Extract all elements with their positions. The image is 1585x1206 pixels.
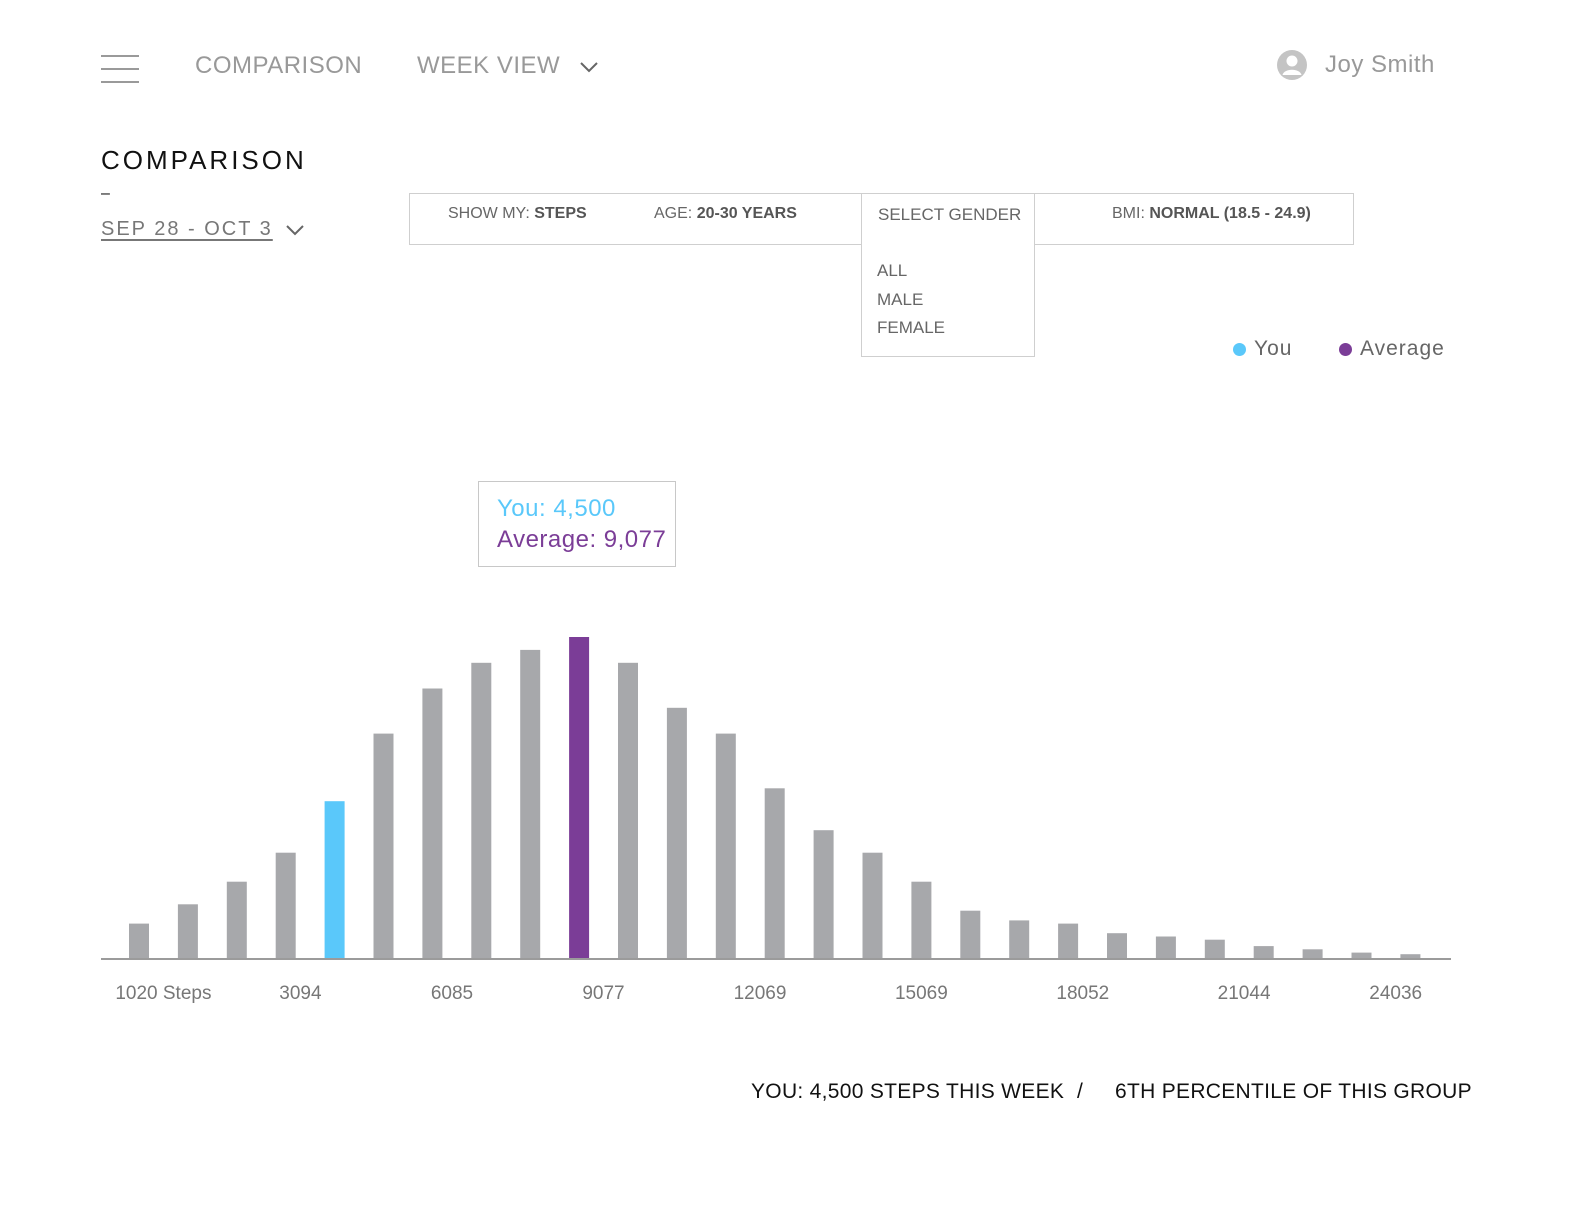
chart-bar[interactable] xyxy=(1253,946,1274,959)
x-axis-tick-label: 24036 xyxy=(1369,983,1423,1004)
gender-option-female[interactable]: FEMALE xyxy=(877,318,946,337)
legend-average-dot xyxy=(1339,342,1352,356)
show-my-label: SHOW MY: xyxy=(448,205,530,222)
x-axis-tick-label: 15069 xyxy=(894,983,948,1004)
chart-bar-you[interactable] xyxy=(324,801,345,959)
legend-average-label: Average xyxy=(1360,337,1445,360)
age-label: AGE: xyxy=(654,205,693,222)
date-range-label: SEP 28 - OCT 3 xyxy=(101,218,273,240)
chart-bar[interactable] xyxy=(618,662,638,959)
show-my-value: STEPS xyxy=(534,205,587,222)
week-view-dropdown[interactable]: WEEK VIEW xyxy=(417,52,599,80)
chart-bar[interactable] xyxy=(666,707,687,959)
legend-average: Average xyxy=(1339,337,1445,361)
gender-option-male[interactable]: MALE xyxy=(877,290,924,309)
chart-bar[interactable] xyxy=(226,881,247,959)
chart-bar[interactable] xyxy=(1351,952,1372,959)
user-menu[interactable]: Joy Smith xyxy=(1277,50,1435,80)
gender-option-all[interactable]: ALL xyxy=(877,261,908,280)
chart-bar[interactable] xyxy=(960,910,981,959)
chart-bar[interactable] xyxy=(1155,936,1176,960)
gender-dropdown-menu xyxy=(861,194,1035,357)
summary-steps: YOU: 4,500 STEPS THIS WEEK xyxy=(751,1080,1065,1103)
tooltip-average: Average: 9,077 xyxy=(497,526,667,553)
chart-tooltip xyxy=(478,481,676,567)
bmi-label: BMI: xyxy=(1112,205,1145,222)
chart-bar[interactable] xyxy=(1302,949,1323,959)
chart-bar[interactable] xyxy=(862,852,883,959)
gender-filter-cell xyxy=(861,193,1035,245)
legend-you-dot xyxy=(1233,342,1246,356)
chart-bar[interactable] xyxy=(129,923,149,959)
x-axis-tick-label: 1020 Steps xyxy=(115,983,212,1004)
x-axis-tick-label: 6085 xyxy=(430,983,474,1004)
chevron-down-icon xyxy=(286,224,304,235)
bmi-filter[interactable]: BMI: NORMAL (18.5 - 24.9) xyxy=(1112,205,1311,223)
chart-bar[interactable] xyxy=(764,788,785,959)
nav-comparison-link[interactable]: COMPARISON xyxy=(195,52,363,79)
week-view-label: WEEK VIEW xyxy=(417,52,561,79)
chart-bar-average[interactable] xyxy=(569,637,590,959)
gender-select[interactable]: SELECT GENDER xyxy=(878,205,1022,224)
user-name: Joy Smith xyxy=(1325,51,1435,78)
hamburger-menu-icon[interactable] xyxy=(101,55,139,83)
chart-bar[interactable] xyxy=(373,733,394,959)
page-title: COMPARISON xyxy=(101,145,307,175)
x-axis-tick-label: 9077 xyxy=(582,983,625,1004)
chevron-down-icon xyxy=(580,61,599,73)
age-filter[interactable]: AGE: 20-30 YEARS xyxy=(654,205,797,223)
age-value: 20-30 YEARS xyxy=(696,205,797,222)
summary-separator: / xyxy=(1077,1080,1084,1103)
chart-bar[interactable] xyxy=(1400,954,1421,959)
x-axis-tick-label: 18052 xyxy=(1056,983,1110,1004)
legend-you-label: You xyxy=(1254,337,1293,360)
chart-bar[interactable] xyxy=(911,881,932,959)
chart-bar[interactable] xyxy=(1009,920,1030,959)
show-my-filter[interactable]: SHOW MY: STEPS xyxy=(448,205,587,223)
x-axis-tick-label: 3094 xyxy=(279,983,322,1004)
summary-percentile: 6TH PERCENTILE OF THIS GROUP xyxy=(1115,1080,1472,1103)
chart-bar[interactable] xyxy=(1107,933,1127,959)
user-avatar-icon xyxy=(1277,50,1307,80)
chart-bar[interactable] xyxy=(1058,923,1079,959)
chart-bar[interactable] xyxy=(715,733,736,959)
chart-bar[interactable] xyxy=(422,688,443,960)
tooltip-you: You: 4,500 xyxy=(497,495,616,522)
x-axis-tick-label: 21044 xyxy=(1217,983,1271,1004)
chart-bar[interactable] xyxy=(275,852,296,959)
date-range-selector[interactable]: SEP 28 - OCT 3 xyxy=(101,218,305,241)
x-axis-tick-label: 12069 xyxy=(733,983,787,1004)
legend-you: You xyxy=(1233,337,1292,361)
title-dash: – xyxy=(101,185,110,202)
bmi-value: NORMAL (18.5 - 24.9) xyxy=(1149,205,1311,222)
chart-bar[interactable] xyxy=(813,830,834,959)
chart-bar[interactable] xyxy=(471,662,492,959)
chart-bar[interactable] xyxy=(177,904,198,959)
chart-bar[interactable] xyxy=(520,649,541,959)
chart-bar[interactable] xyxy=(1204,939,1225,959)
